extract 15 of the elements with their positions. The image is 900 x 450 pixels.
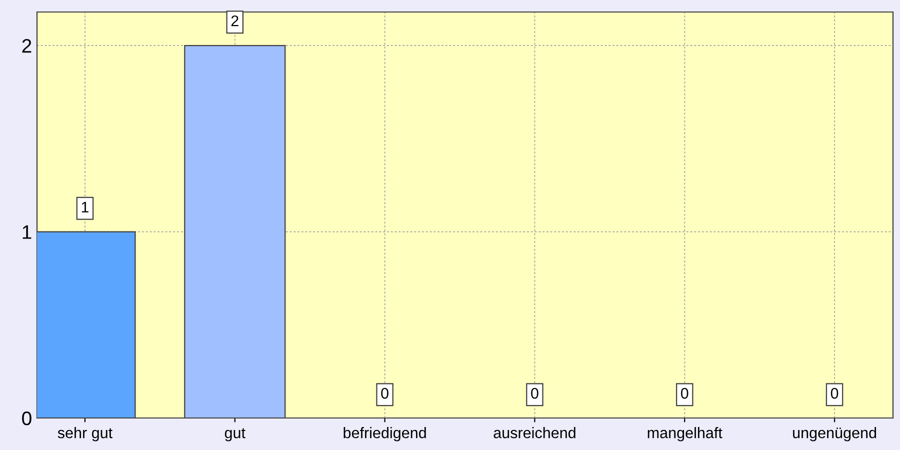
x-tick-label: sehr gut bbox=[58, 427, 112, 442]
data-label: 0 bbox=[531, 388, 538, 399]
data-label: 0 bbox=[830, 388, 838, 399]
y-tick-label: 2 bbox=[22, 38, 32, 53]
y-tick-label: 1 bbox=[22, 225, 32, 239]
x-tick-label: befriedigend bbox=[344, 427, 426, 442]
data-label: 1 bbox=[82, 202, 88, 212]
x-tick-label: ungenügend bbox=[793, 427, 876, 442]
data-label: 2 bbox=[231, 15, 238, 26]
x-tick-label: mangelhaft bbox=[648, 427, 722, 442]
data-label: 0 bbox=[680, 388, 688, 399]
x-tick-label: gut bbox=[224, 428, 246, 442]
data-label: 0 bbox=[381, 388, 388, 399]
x-tick-label: ausreichend bbox=[494, 427, 576, 438]
y-tick-label: 0 bbox=[22, 411, 32, 426]
